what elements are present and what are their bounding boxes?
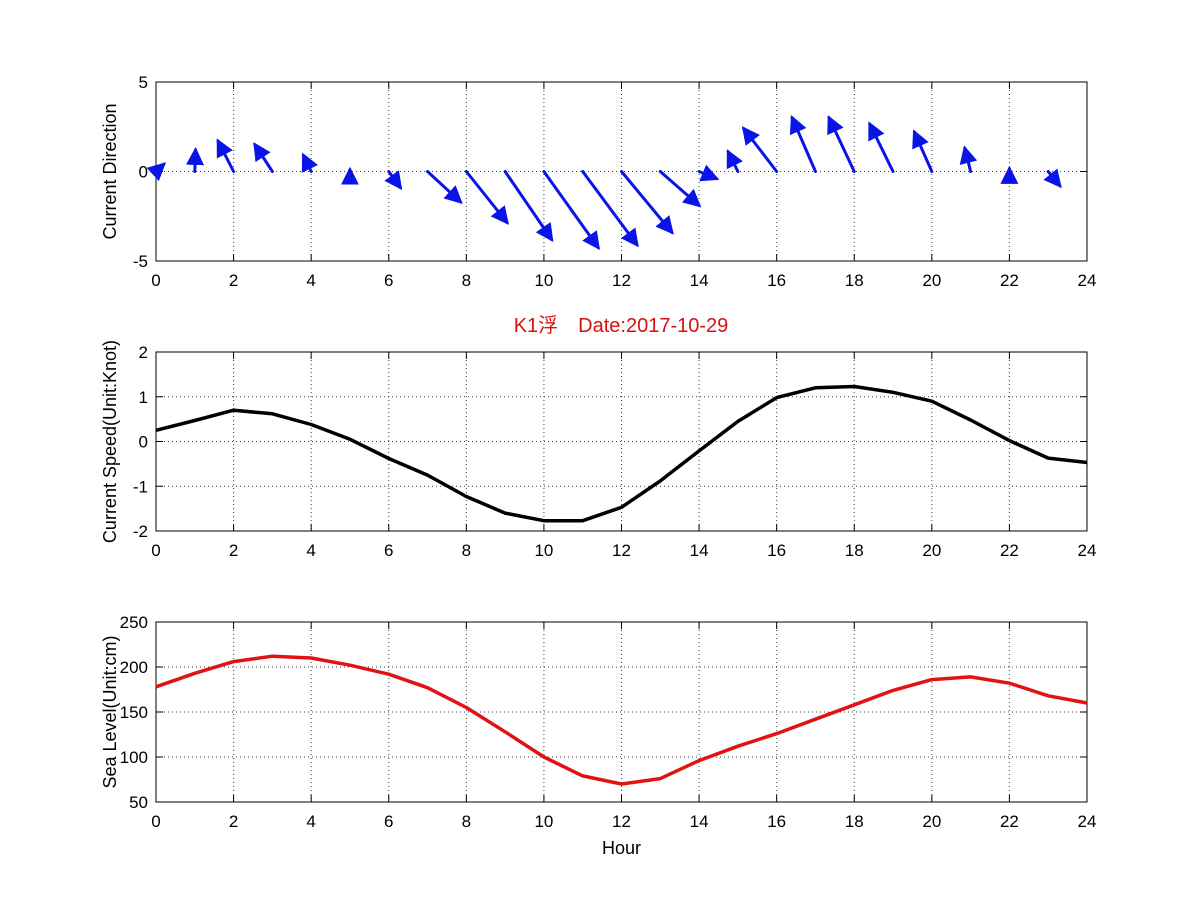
x-tick-label: 0 <box>151 812 160 831</box>
y-tick-label: 2 <box>139 343 148 362</box>
current-vector-arrow <box>741 126 779 173</box>
x-tick-label: 16 <box>767 271 786 290</box>
x-tick-label: 0 <box>151 541 160 560</box>
y-axis-label: Sea Level(Unit:cm) <box>100 635 120 788</box>
figure-title: K1浮 Date:2017-10-29 <box>514 314 729 337</box>
y-tick-label: 5 <box>139 73 148 92</box>
y-tick-label: 50 <box>129 793 148 812</box>
x-tick-label: 10 <box>534 271 553 290</box>
current-vector-arrow <box>827 115 856 173</box>
x-tick-label: 4 <box>306 812 315 831</box>
x-tick-label: 0 <box>151 271 160 290</box>
current-vector-arrow <box>542 170 600 251</box>
current-vector-arrow <box>959 145 978 173</box>
current-vector-arrow <box>658 170 702 208</box>
current-vector-arrow <box>868 121 895 173</box>
y-tick-label: -5 <box>133 252 148 271</box>
x-tick-label: 14 <box>690 271 709 290</box>
current-vector-arrow <box>216 138 236 173</box>
y-tick-label: -2 <box>133 522 148 541</box>
x-tick-label: 24 <box>1078 271 1097 290</box>
y-axis-label: Current Direction <box>100 103 120 239</box>
current-vector-arrow <box>186 147 205 173</box>
y-tick-label: 1 <box>139 388 148 407</box>
x-tick-label: 2 <box>229 541 238 560</box>
current-vector-arrow <box>912 129 934 173</box>
current-vector-arrow <box>464 170 509 225</box>
current-vector-arrow <box>726 149 743 173</box>
x-tick-label: 24 <box>1078 812 1097 831</box>
current-vector-arrow <box>426 170 463 204</box>
current-speed-line <box>155 384 1088 523</box>
current-vector-arrow <box>503 170 554 242</box>
y-tick-label: 250 <box>120 613 148 632</box>
current-vector-arrow <box>384 170 403 191</box>
x-tick-label: 6 <box>384 271 393 290</box>
x-tick-label: 2 <box>229 812 238 831</box>
current-vector-arrow <box>581 170 639 248</box>
y-tick-label: 200 <box>120 658 148 677</box>
x-tick-label: 16 <box>767 541 786 560</box>
x-tick-label: 22 <box>1000 271 1019 290</box>
x-tick-label: 8 <box>462 812 471 831</box>
plot-area <box>155 351 1088 532</box>
x-tick-label: 18 <box>845 812 864 831</box>
y-tick-label: 0 <box>139 163 148 182</box>
current-vector-arrow <box>697 164 720 182</box>
y-tick-label: 100 <box>120 748 148 767</box>
x-tick-label: 12 <box>612 541 631 560</box>
current-vector-arrow <box>1043 168 1062 189</box>
x-axis-label: Hour <box>602 838 641 858</box>
x-tick-label: 22 <box>1000 541 1019 560</box>
x-tick-label: 18 <box>845 271 864 290</box>
x-tick-label: 16 <box>767 812 786 831</box>
current-vector-arrow <box>301 152 319 173</box>
current-vector-arrow <box>253 142 274 173</box>
x-tick-label: 10 <box>534 541 553 560</box>
x-tick-label: 24 <box>1078 541 1097 560</box>
y-tick-label: 0 <box>139 433 148 452</box>
x-tick-label: 4 <box>306 271 315 290</box>
x-tick-label: 10 <box>534 812 553 831</box>
x-tick-label: 18 <box>845 541 864 560</box>
x-tick-label: 22 <box>1000 812 1019 831</box>
current-vector-arrow <box>789 115 817 173</box>
x-tick-label: 14 <box>690 812 709 831</box>
current-vector-arrow <box>620 170 674 235</box>
sea-level-line <box>155 654 1088 786</box>
current-vector-arrow <box>146 162 166 182</box>
x-tick-label: 4 <box>306 541 315 560</box>
y-tick-label: 150 <box>120 703 148 722</box>
x-tick-label: 20 <box>922 541 941 560</box>
x-tick-label: 6 <box>384 541 393 560</box>
y-tick-label: -1 <box>133 477 148 496</box>
x-tick-label: 6 <box>384 812 393 831</box>
plot-area <box>155 621 1088 803</box>
x-tick-label: 8 <box>462 271 471 290</box>
x-tick-label: 20 <box>922 812 941 831</box>
y-axis-label: Current Speed(Unit:Knot) <box>100 340 120 543</box>
x-tick-label: 20 <box>922 271 941 290</box>
x-tick-label: 14 <box>690 541 709 560</box>
x-tick-label: 2 <box>229 271 238 290</box>
x-tick-label: 12 <box>612 271 631 290</box>
x-tick-label: 8 <box>462 541 471 560</box>
x-tick-label: 12 <box>612 812 631 831</box>
